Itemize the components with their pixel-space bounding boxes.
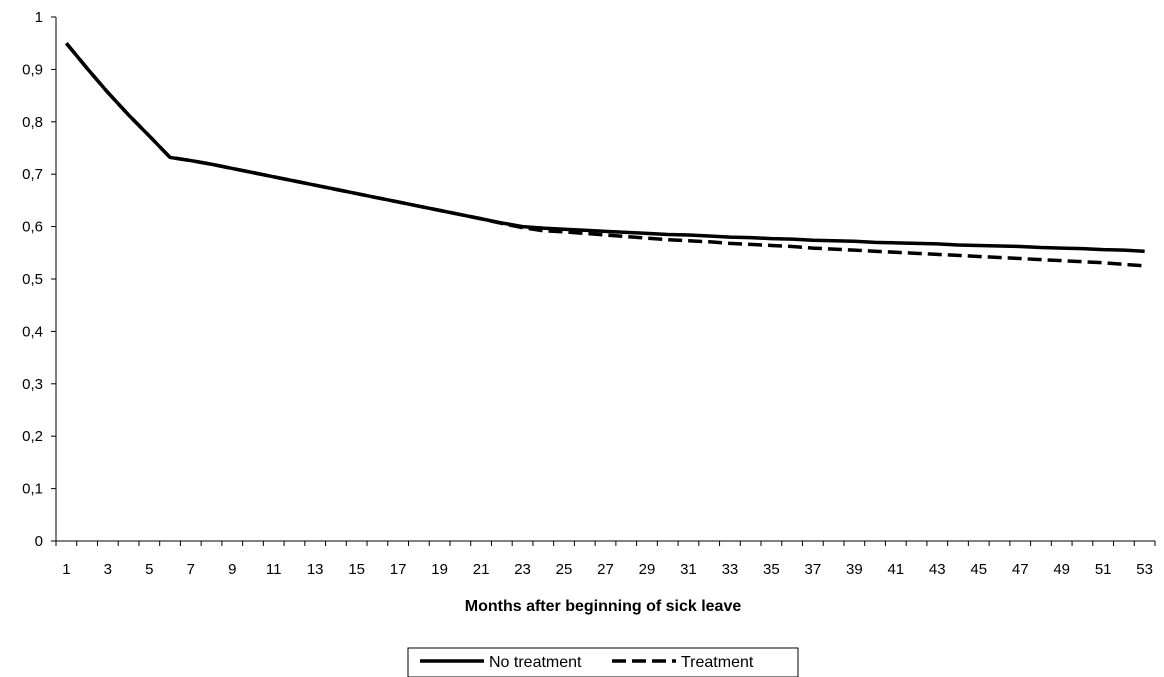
x-tick-label: 51 [1095, 561, 1112, 578]
x-tick-label: 25 [556, 561, 573, 578]
x-tick-label: 35 [763, 561, 780, 578]
y-axis: 0 0,1 0,2 0,3 0,4 0,5 0,6 0,7 0,8 0,9 1 [22, 9, 57, 550]
x-tick-label: 17 [390, 561, 407, 578]
x-axis-title: Months after beginning of sick leave [465, 598, 742, 615]
series-layer [65, 42, 1145, 268]
x-tick-label: 53 [1136, 561, 1153, 578]
x-tick-label: 45 [970, 561, 987, 578]
x-tick-label: 37 [805, 561, 822, 578]
x-tick-label: 13 [307, 561, 324, 578]
y-tick-label: 0,9 [22, 61, 43, 78]
series-line-no-treatment [65, 42, 1145, 253]
x-tick-label: 47 [1012, 561, 1029, 578]
x-tick-label: 5 [145, 561, 153, 578]
y-tick-label: 0,1 [22, 481, 43, 498]
y-tick-label: 1 [35, 9, 43, 26]
y-tick-label: 0,7 [22, 166, 43, 183]
legend-label-no-treatment: No treatment [489, 654, 582, 671]
x-tick-label: 1 [62, 561, 70, 578]
legend-label-treatment: Treatment [681, 654, 754, 671]
x-tick-label: 49 [1053, 561, 1070, 578]
x-tick-label: 11 [266, 561, 282, 578]
x-tick-label: 31 [680, 561, 697, 578]
x-axis: 1 3 5 7 9 11 13 15 17 19 21 23 25 27 29 31 33 35 37 39 41 43 4… [55, 540, 1156, 578]
x-tick-label: 41 [887, 561, 904, 578]
x-tick-label: 33 [722, 561, 739, 578]
x-tick-label: 23 [514, 561, 531, 578]
x-tick-label: 3 [104, 561, 112, 578]
x-tick-label: 15 [348, 561, 365, 578]
x-tick-label: 29 [639, 561, 656, 578]
y-tick-label: 0,2 [22, 428, 43, 445]
y-tick-label: 0,3 [22, 376, 43, 393]
x-tick-label: 19 [431, 561, 448, 578]
x-tick-label: 43 [929, 561, 946, 578]
legend: No treatment Treatment [407, 647, 799, 677]
y-tick-label: 0,5 [22, 271, 43, 288]
x-tick-label: 7 [187, 561, 195, 578]
y-tick-label: 0,8 [22, 114, 43, 131]
y-tick-label: 0,6 [22, 219, 43, 236]
x-tick-label: 27 [597, 561, 614, 578]
x-tick-label: 39 [846, 561, 863, 578]
y-tick-label: 0 [35, 533, 43, 550]
y-tick-label: 0,4 [22, 323, 43, 340]
x-tick-label: 9 [228, 561, 236, 578]
x-tick-label: 21 [473, 561, 490, 578]
